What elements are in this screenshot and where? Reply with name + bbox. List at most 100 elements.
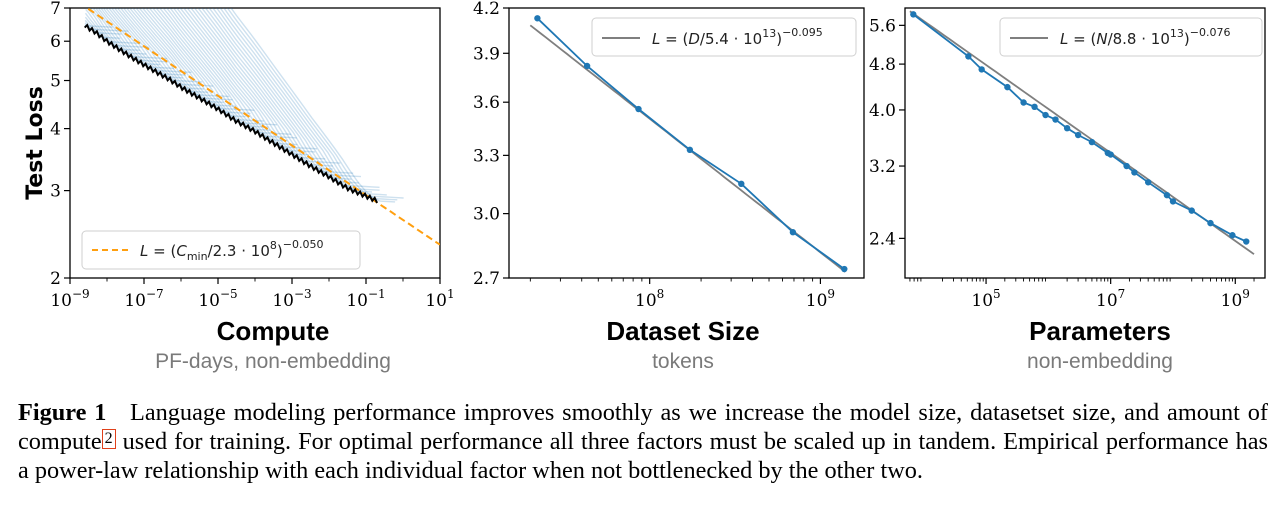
- dataset-ytick-label: 3.3: [473, 146, 500, 166]
- compute-training-curve: [145, 8, 277, 126]
- parameters-data-point: [1144, 179, 1152, 186]
- parameters-data-point: [1088, 138, 1096, 146]
- compute-training-curve: [94, 8, 161, 66]
- parameters-data-point: [1004, 83, 1011, 91]
- dataset-data-point: [789, 229, 797, 236]
- compute-ytick-label: 6: [50, 32, 61, 52]
- parameters-ytick-label: 3.2: [869, 157, 896, 177]
- caption-text-after: used for training. For optimal performan…: [18, 428, 1268, 484]
- parameters-xlabel: Parameters: [1029, 316, 1171, 346]
- dataset-data-point: [841, 265, 848, 273]
- compute-training-curve: [119, 8, 230, 98]
- parameters-data-point: [965, 53, 972, 60]
- parameters-xsublabel: non-embedding: [1027, 350, 1173, 373]
- compute-training-curve: [204, 8, 360, 184]
- compute-training-curve: [230, 8, 396, 203]
- compute-training-curve: [102, 8, 187, 76]
- compute-xtick-label: 101: [425, 287, 454, 311]
- dataset-ytick-label: 3.0: [473, 205, 500, 225]
- compute-training-curve: [122, 8, 233, 101]
- compute-training-curve: [179, 8, 326, 160]
- dataset-data-point: [635, 105, 642, 113]
- compute-ytick-label: 2: [50, 269, 61, 289]
- compute-plot-area: [83, 8, 440, 246]
- parameters-legend-box: [999, 17, 1263, 57]
- caption-text-before: Language modeling performance improves s…: [18, 399, 1269, 455]
- parameters-xtick-label: 107: [1096, 287, 1125, 311]
- figure: Test Loss L = (Cmin/2.3 · 108)−0.050 10−…: [23, 0, 1266, 373]
- parameters-series-line: [912, 13, 1247, 243]
- parameters-plot: L = (N/8.8 · 1013)−0.076 105 107 109 2.4 3.2…: [869, 7, 1266, 311]
- parameters-data-point: [1131, 169, 1138, 176]
- footnote-link[interactable]: 2: [101, 429, 116, 449]
- compute-xsublabel: PF-days, non-embedding: [155, 350, 391, 373]
- compute-training-curve: [197, 8, 362, 178]
- compute-xlabel: Compute: [216, 316, 330, 346]
- caption-label: Figure 1: [18, 399, 107, 426]
- dataset-legend: L = (D/5.4 · 1013)−0.095: [591, 17, 857, 57]
- compute-legend-label: L = (Cmin/2.3 · 108)−0.050: [140, 238, 323, 263]
- compute-training-curve: [200, 8, 352, 180]
- compute-fit-line: [85, 8, 440, 246]
- parameters-data-point: [978, 66, 985, 73]
- dataset-xlabel: Dataset Size: [606, 316, 760, 346]
- compute-training-curve: [208, 8, 380, 188]
- compute-frontier-line: [83, 23, 379, 204]
- parameters-data-point: [1031, 103, 1038, 111]
- dataset-ytick-label: 4.2: [473, 0, 500, 19]
- parameters-ytick-label: 4.0: [869, 101, 896, 121]
- dataset-data-point: [686, 146, 694, 154]
- compute-training-curve: [110, 8, 214, 87]
- compute-xtick-label: 10−1: [346, 287, 385, 311]
- dataset-data-point: [534, 15, 541, 22]
- parameters-data-point: [1123, 162, 1130, 170]
- parameters-data-point: [1188, 207, 1195, 214]
- parameters-data-point: [1169, 198, 1177, 205]
- compute-xtick-label: 10−9: [50, 287, 89, 311]
- dataset-plot-area: [529, 15, 848, 273]
- parameters-plot-frame: [904, 7, 1266, 279]
- parameters-data-point: [1207, 219, 1214, 227]
- compute-training-curve: [162, 8, 288, 142]
- compute-ytick-label: 7: [50, 0, 61, 19]
- compute-ylabel: Test Loss: [23, 86, 48, 200]
- compute-training-curve: [186, 8, 333, 167]
- dataset-xtick-label: 108: [635, 287, 664, 311]
- compute-training-curve: [226, 8, 398, 201]
- dataset-ytick-label: 3.6: [473, 93, 500, 113]
- compute-training-curve: [223, 8, 404, 199]
- parameters-legend-label: L = (N/8.8 · 1013)−0.076: [1060, 26, 1230, 48]
- compute-legend-box: [81, 230, 361, 270]
- parameters-ytick-label: 5.6: [869, 16, 896, 36]
- compute-training-curve: [99, 8, 192, 74]
- compute-plot: Test Loss L = (Cmin/2.3 · 108)−0.050 10−…: [23, 0, 455, 311]
- parameters-plot-area: [909, 10, 1255, 255]
- figure-plots: Test Loss L = (Cmin/2.3 · 108)−0.050 10−…: [23, 0, 1266, 311]
- dataset-ytick-label: 3.9: [473, 44, 500, 64]
- compute-training-curve: [212, 8, 380, 191]
- parameters-data-point: [1163, 191, 1171, 199]
- compute-training-curve: [107, 8, 203, 83]
- compute-training-curve: [219, 8, 387, 196]
- dataset-xtick-label: 109: [806, 287, 835, 311]
- parameters-data-point: [910, 11, 917, 18]
- parameters-data-point: [1020, 99, 1027, 106]
- dataset-legend-label: L = (D/5.4 · 1013)−0.095: [652, 26, 823, 48]
- compute-training-curve: [165, 8, 298, 146]
- compute-training-curve: [215, 8, 373, 193]
- compute-training-curve: [193, 8, 354, 174]
- dataset-data-point: [583, 62, 591, 70]
- compute-training-curve: [97, 8, 175, 70]
- compute-xtick-label: 10−3: [272, 287, 311, 311]
- compute-ytick-label: 3: [50, 182, 61, 202]
- compute-xtick-label: 10−5: [198, 287, 237, 311]
- compute-training-curve: [84, 25, 113, 28]
- parameters-ytick-label: 2.4: [869, 229, 896, 249]
- parameters-data-point: [1042, 111, 1049, 119]
- compute-training-curve: [131, 8, 255, 111]
- parameters-xtick-label: 105: [971, 287, 1000, 311]
- parameters-data-point: [1243, 238, 1250, 245]
- parameters-xtick-label: 109: [1221, 287, 1250, 311]
- parameters-data-point: [1074, 131, 1082, 139]
- dataset-data-point: [738, 180, 745, 187]
